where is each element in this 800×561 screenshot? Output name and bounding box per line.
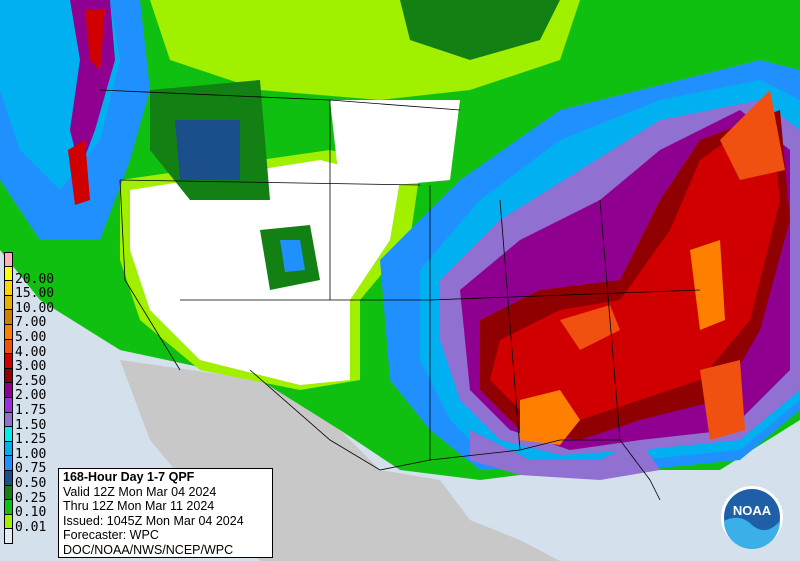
- legend-label: 1.00: [15, 446, 47, 462]
- legend-swatch: [4, 485, 13, 501]
- legend-item: 20.00: [2, 266, 72, 286]
- agency: DOC/NOAA/NWS/NCEP/WPC: [63, 542, 234, 557]
- noaa-logo: NOAA: [721, 486, 783, 549]
- legend-swatch: [4, 295, 13, 311]
- legend-label: 2.50: [15, 373, 47, 389]
- legend-item: 4.00: [2, 339, 72, 359]
- legend-item: 1.75: [2, 397, 72, 417]
- legend-label: 1.25: [15, 432, 47, 448]
- legend-item: 15.00: [2, 281, 72, 300]
- legend-swatch: [4, 529, 13, 544]
- svg-text:NOAA: NOAA: [733, 503, 772, 518]
- legend-item: 0.50: [2, 470, 72, 490]
- legend-item: 2.00: [2, 383, 72, 402]
- legend-swatch: [4, 281, 13, 296]
- legend-item: 0.25: [2, 485, 72, 505]
- legend-swatch: [4, 354, 13, 369]
- legend-item: 5.00: [2, 324, 72, 344]
- product-title: 168-Hour Day 1-7 QPF: [63, 470, 195, 484]
- legend-swatch: [4, 324, 13, 340]
- color-legend: 20.00 15.00 10.00 7.00 5.00 4.00 3.00 2.…: [2, 252, 72, 544]
- product-info-box: 168-Hour Day 1-7 QPF Valid 12Z Mon Mar 0…: [58, 468, 273, 558]
- legend-item: 1.50: [2, 412, 72, 432]
- legend-swatch: [4, 383, 13, 398]
- legend-item: 0.75: [2, 456, 72, 475]
- legend-item: 3.00: [2, 354, 72, 373]
- legend-swatch: [4, 500, 13, 515]
- legend-label: 0.01: [15, 519, 47, 535]
- legend-item: 1.25: [2, 427, 72, 446]
- legend-item: 1.00: [2, 441, 72, 461]
- legend-item: [2, 252, 72, 267]
- legend-label: 20.00: [15, 271, 55, 287]
- legend-swatch: [4, 441, 13, 457]
- legend-label: 0.50: [15, 475, 47, 491]
- precip-field: [0, 0, 800, 480]
- legend-item: 0.01: [2, 514, 72, 534]
- legend-item: 0.10: [2, 500, 72, 519]
- legend-swatch: [4, 514, 13, 530]
- legend-item: 2.50: [2, 368, 72, 388]
- legend-label: 1.75: [15, 402, 47, 418]
- legend-label: 15.00: [15, 286, 55, 302]
- legend-swatch: [4, 456, 13, 471]
- legend-swatch: [4, 266, 13, 282]
- legend-label: 0.10: [15, 505, 47, 521]
- legend-item: 10.00: [2, 295, 72, 315]
- legend-swatch: [4, 412, 13, 428]
- legend-swatch: [4, 339, 13, 355]
- legend-label: 3.00: [15, 359, 47, 375]
- valid-time: Valid 12Z Mon Mar 04 2024: [63, 484, 217, 499]
- legend-swatch: [4, 368, 13, 384]
- legend-label: 1.50: [15, 417, 47, 433]
- legend-item: 7.00: [2, 310, 72, 329]
- legend-swatch: [4, 310, 13, 325]
- issued-time: Issued: 1045Z Mon Mar 04 2024: [63, 513, 244, 528]
- legend-swatch: [4, 427, 13, 442]
- forecaster: Forecaster: WPC: [63, 528, 159, 542]
- legend-label: 10.00: [15, 300, 55, 316]
- legend-label: 0.25: [15, 490, 47, 506]
- boundaries: [99, 89, 701, 501]
- legend-label: 0.75: [15, 461, 47, 477]
- legend-swatch: [4, 397, 13, 413]
- legend-label: 2.00: [15, 388, 47, 404]
- legend-swatch: [4, 470, 13, 486]
- legend-item: [2, 529, 72, 544]
- legend-swatch: [4, 252, 13, 267]
- legend-label: 5.00: [15, 329, 47, 345]
- legend-label: 7.00: [15, 315, 47, 331]
- legend-label: 4.00: [15, 344, 47, 360]
- thru-time: Thru 12Z Mon Mar 11 2024: [63, 499, 215, 513]
